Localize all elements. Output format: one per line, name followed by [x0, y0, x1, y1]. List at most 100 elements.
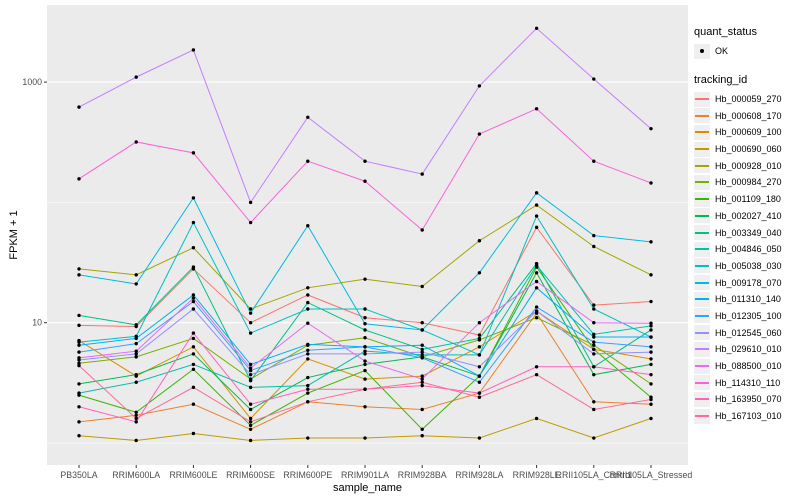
legend-item-label: Hb_009178_070: [715, 277, 782, 288]
legend-item-Hb_000690_060: Hb_000690_060: [694, 141, 798, 158]
legend-key-line-icon: [694, 325, 710, 341]
legend-item-label: Hb_114310_110: [715, 377, 781, 388]
data-point: [248, 321, 253, 325]
data-point: [534, 203, 539, 207]
data-point: [134, 349, 138, 353]
data-point: [534, 191, 539, 195]
data-point: [420, 350, 424, 354]
legend-key-line-icon: [694, 391, 710, 407]
data-point: [477, 84, 482, 88]
data-point: [77, 361, 81, 365]
legend-item-Hb_002027_410: Hb_002027_410: [694, 208, 798, 225]
data-point: [477, 321, 482, 325]
data-point: [649, 416, 653, 421]
data-point: [649, 345, 653, 349]
data-point: [592, 244, 596, 249]
data-point: [534, 372, 539, 377]
data-point: [420, 383, 424, 388]
data-point: [477, 345, 482, 349]
legend-item-Hb_029610_010: Hb_029610_010: [694, 341, 798, 358]
legend-item-label: Hb_004846_050: [715, 244, 782, 255]
data-point: [306, 383, 310, 388]
data-point: [420, 228, 424, 232]
data-point: [363, 277, 367, 281]
data-point: [306, 375, 310, 380]
data-point: [592, 340, 596, 344]
data-point: [306, 159, 310, 163]
data-point: [248, 427, 253, 431]
data-point: [420, 433, 424, 438]
data-point: [477, 365, 482, 369]
data-point: [191, 385, 196, 390]
data-point: [248, 362, 253, 367]
data-point: [534, 305, 539, 309]
data-point: [306, 293, 310, 297]
x-tick-label: RRIM928BA: [398, 470, 447, 480]
data-point: [592, 77, 596, 81]
data-point: [534, 286, 539, 290]
data-point: [592, 365, 596, 369]
data-point: [191, 246, 196, 250]
legend-item-Hb_000928_010: Hb_000928_010: [694, 157, 798, 174]
data-point: [649, 372, 653, 377]
x-tick-label: RRIM901LA: [341, 470, 389, 480]
legend-item-label: Hb_088500_010: [715, 361, 782, 372]
legend: quant_status OK tracking_id Hb_000059_27…: [694, 26, 798, 438]
data-point: [191, 299, 196, 304]
data-point: [592, 159, 596, 163]
data-point: [592, 347, 596, 352]
data-point: [477, 353, 482, 357]
data-point: [134, 282, 138, 286]
data-point: [363, 368, 367, 373]
data-point: [363, 179, 367, 183]
data-point: [534, 416, 539, 421]
data-point: [592, 400, 596, 404]
data-point: [77, 177, 81, 181]
data-point: [306, 391, 310, 395]
legend-item-label: Hb_000984_270: [715, 177, 782, 188]
data-point: [191, 367, 196, 371]
data-point: [420, 377, 424, 381]
data-point: [248, 331, 253, 335]
x-tick-label: RRII105LA_Control: [556, 470, 632, 480]
data-point: [592, 303, 596, 307]
data-point: [477, 380, 482, 384]
data-point: [306, 400, 310, 404]
data-point: [420, 347, 424, 352]
legend-item-label: Hb_000608_170: [715, 110, 782, 121]
data-point: [191, 402, 196, 406]
legend-key-line-icon: [694, 241, 710, 257]
legend-key-line-icon: [694, 358, 710, 374]
data-point: [191, 151, 196, 155]
data-point: [134, 410, 138, 414]
data-point: [248, 416, 253, 421]
data-point: [592, 307, 596, 311]
data-point: [191, 293, 196, 297]
data-point: [306, 224, 310, 228]
data-point: [420, 321, 424, 325]
data-point: [77, 273, 81, 277]
data-point: [306, 357, 310, 361]
data-point: [191, 431, 196, 436]
data-point: [191, 362, 196, 367]
data-point: [649, 321, 653, 325]
data-point: [477, 336, 482, 341]
x-tick-label: RRIM600PE: [283, 470, 332, 480]
legend-key-line-icon: [694, 208, 710, 224]
data-point: [77, 391, 81, 395]
data-point: [363, 345, 367, 349]
data-point: [134, 75, 138, 79]
data-point: [592, 352, 596, 356]
data-point: [592, 321, 596, 325]
data-point: [77, 313, 81, 318]
legend-item-Hb_003349_040: Hb_003349_040: [694, 224, 798, 241]
data-point: [134, 438, 138, 443]
data-point: [77, 405, 81, 409]
data-point: [649, 273, 653, 277]
legend-item-label: Hb_012545_060: [715, 327, 782, 338]
x-tick-label: PB350LA: [60, 470, 97, 480]
data-point: [534, 309, 539, 313]
legend-item-Hb_001109_180: Hb_001109_180: [694, 191, 798, 208]
legend-item-Hb_009178_070: Hb_009178_070: [694, 274, 798, 291]
data-point: [134, 416, 138, 421]
